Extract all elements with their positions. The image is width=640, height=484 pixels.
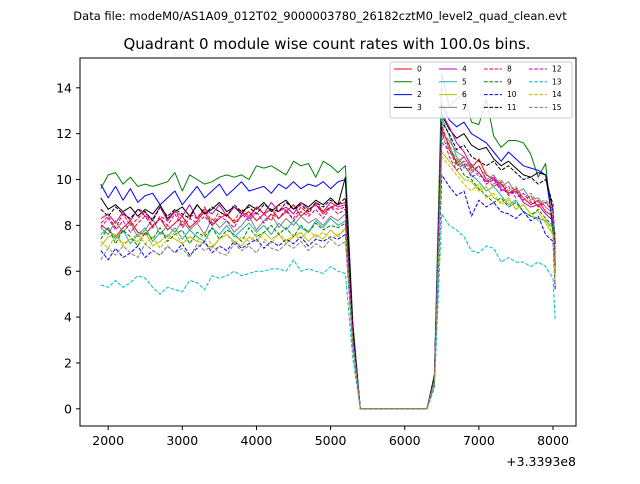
legend-label-6: 6 [462, 90, 467, 99]
x-tick-label: 6000 [389, 433, 421, 448]
legend-label-11: 11 [507, 103, 517, 112]
legend-label-12: 12 [552, 65, 562, 74]
y-tick-label: 0 [64, 401, 72, 416]
y-tick-label: 12 [56, 126, 72, 141]
x-tick-label: 5000 [315, 433, 347, 448]
legend-label-7: 7 [462, 103, 467, 112]
legend-label-8: 8 [507, 65, 512, 74]
series-line-11 [100, 121, 556, 410]
y-tick-label: 8 [64, 218, 72, 233]
legend-label-3: 3 [417, 103, 422, 112]
series-line-12 [100, 130, 556, 410]
legend-label-14: 14 [552, 90, 562, 99]
y-axis: 0 2 4 6 8 10 12 14 [56, 80, 80, 416]
x-tick-label: 2000 [92, 433, 124, 448]
series-line-3 [100, 114, 556, 410]
x-tick-label: 4000 [241, 433, 273, 448]
series-line-6 [100, 151, 556, 410]
chart-title: Quadrant 0 module wise count rates with … [123, 35, 530, 53]
series-line-7 [100, 133, 556, 410]
legend-label-2: 2 [417, 90, 422, 99]
y-tick-label: 4 [64, 310, 72, 325]
y-tick-label: 6 [64, 264, 72, 279]
series-line-13 [100, 213, 556, 410]
x-tick-label: 7000 [463, 433, 495, 448]
series-line-2 [100, 103, 556, 410]
legend-label-15: 15 [552, 103, 562, 112]
legend-frame [389, 61, 573, 119]
x-tick-label: 8000 [537, 433, 569, 448]
legend-label-0: 0 [417, 65, 422, 74]
legend-label-4: 4 [462, 65, 467, 74]
x-offset-label: +3.3393e8 [506, 454, 576, 469]
legend-label-1: 1 [417, 77, 422, 86]
plot-area-frame [79, 57, 577, 427]
legend-label-5: 5 [462, 77, 467, 86]
series-line-8 [100, 124, 556, 410]
series-line-4 [100, 112, 556, 410]
suptitle: Data file: modeM0/AS1A09_012T02_90000037… [73, 9, 567, 23]
series-line-15 [100, 137, 556, 410]
y-tick-label: 2 [64, 355, 72, 370]
y-tick-label: 10 [56, 172, 72, 187]
x-tick-label: 3000 [166, 433, 198, 448]
legend-label-10: 10 [507, 90, 517, 99]
y-tick-label: 14 [56, 80, 72, 95]
series-layer [100, 73, 556, 410]
legend-label-9: 9 [507, 77, 512, 86]
legend-label-13: 13 [552, 77, 562, 86]
x-axis: 2000 3000 4000 5000 6000 7000 8000 [92, 426, 569, 448]
series-line-10 [100, 174, 556, 410]
